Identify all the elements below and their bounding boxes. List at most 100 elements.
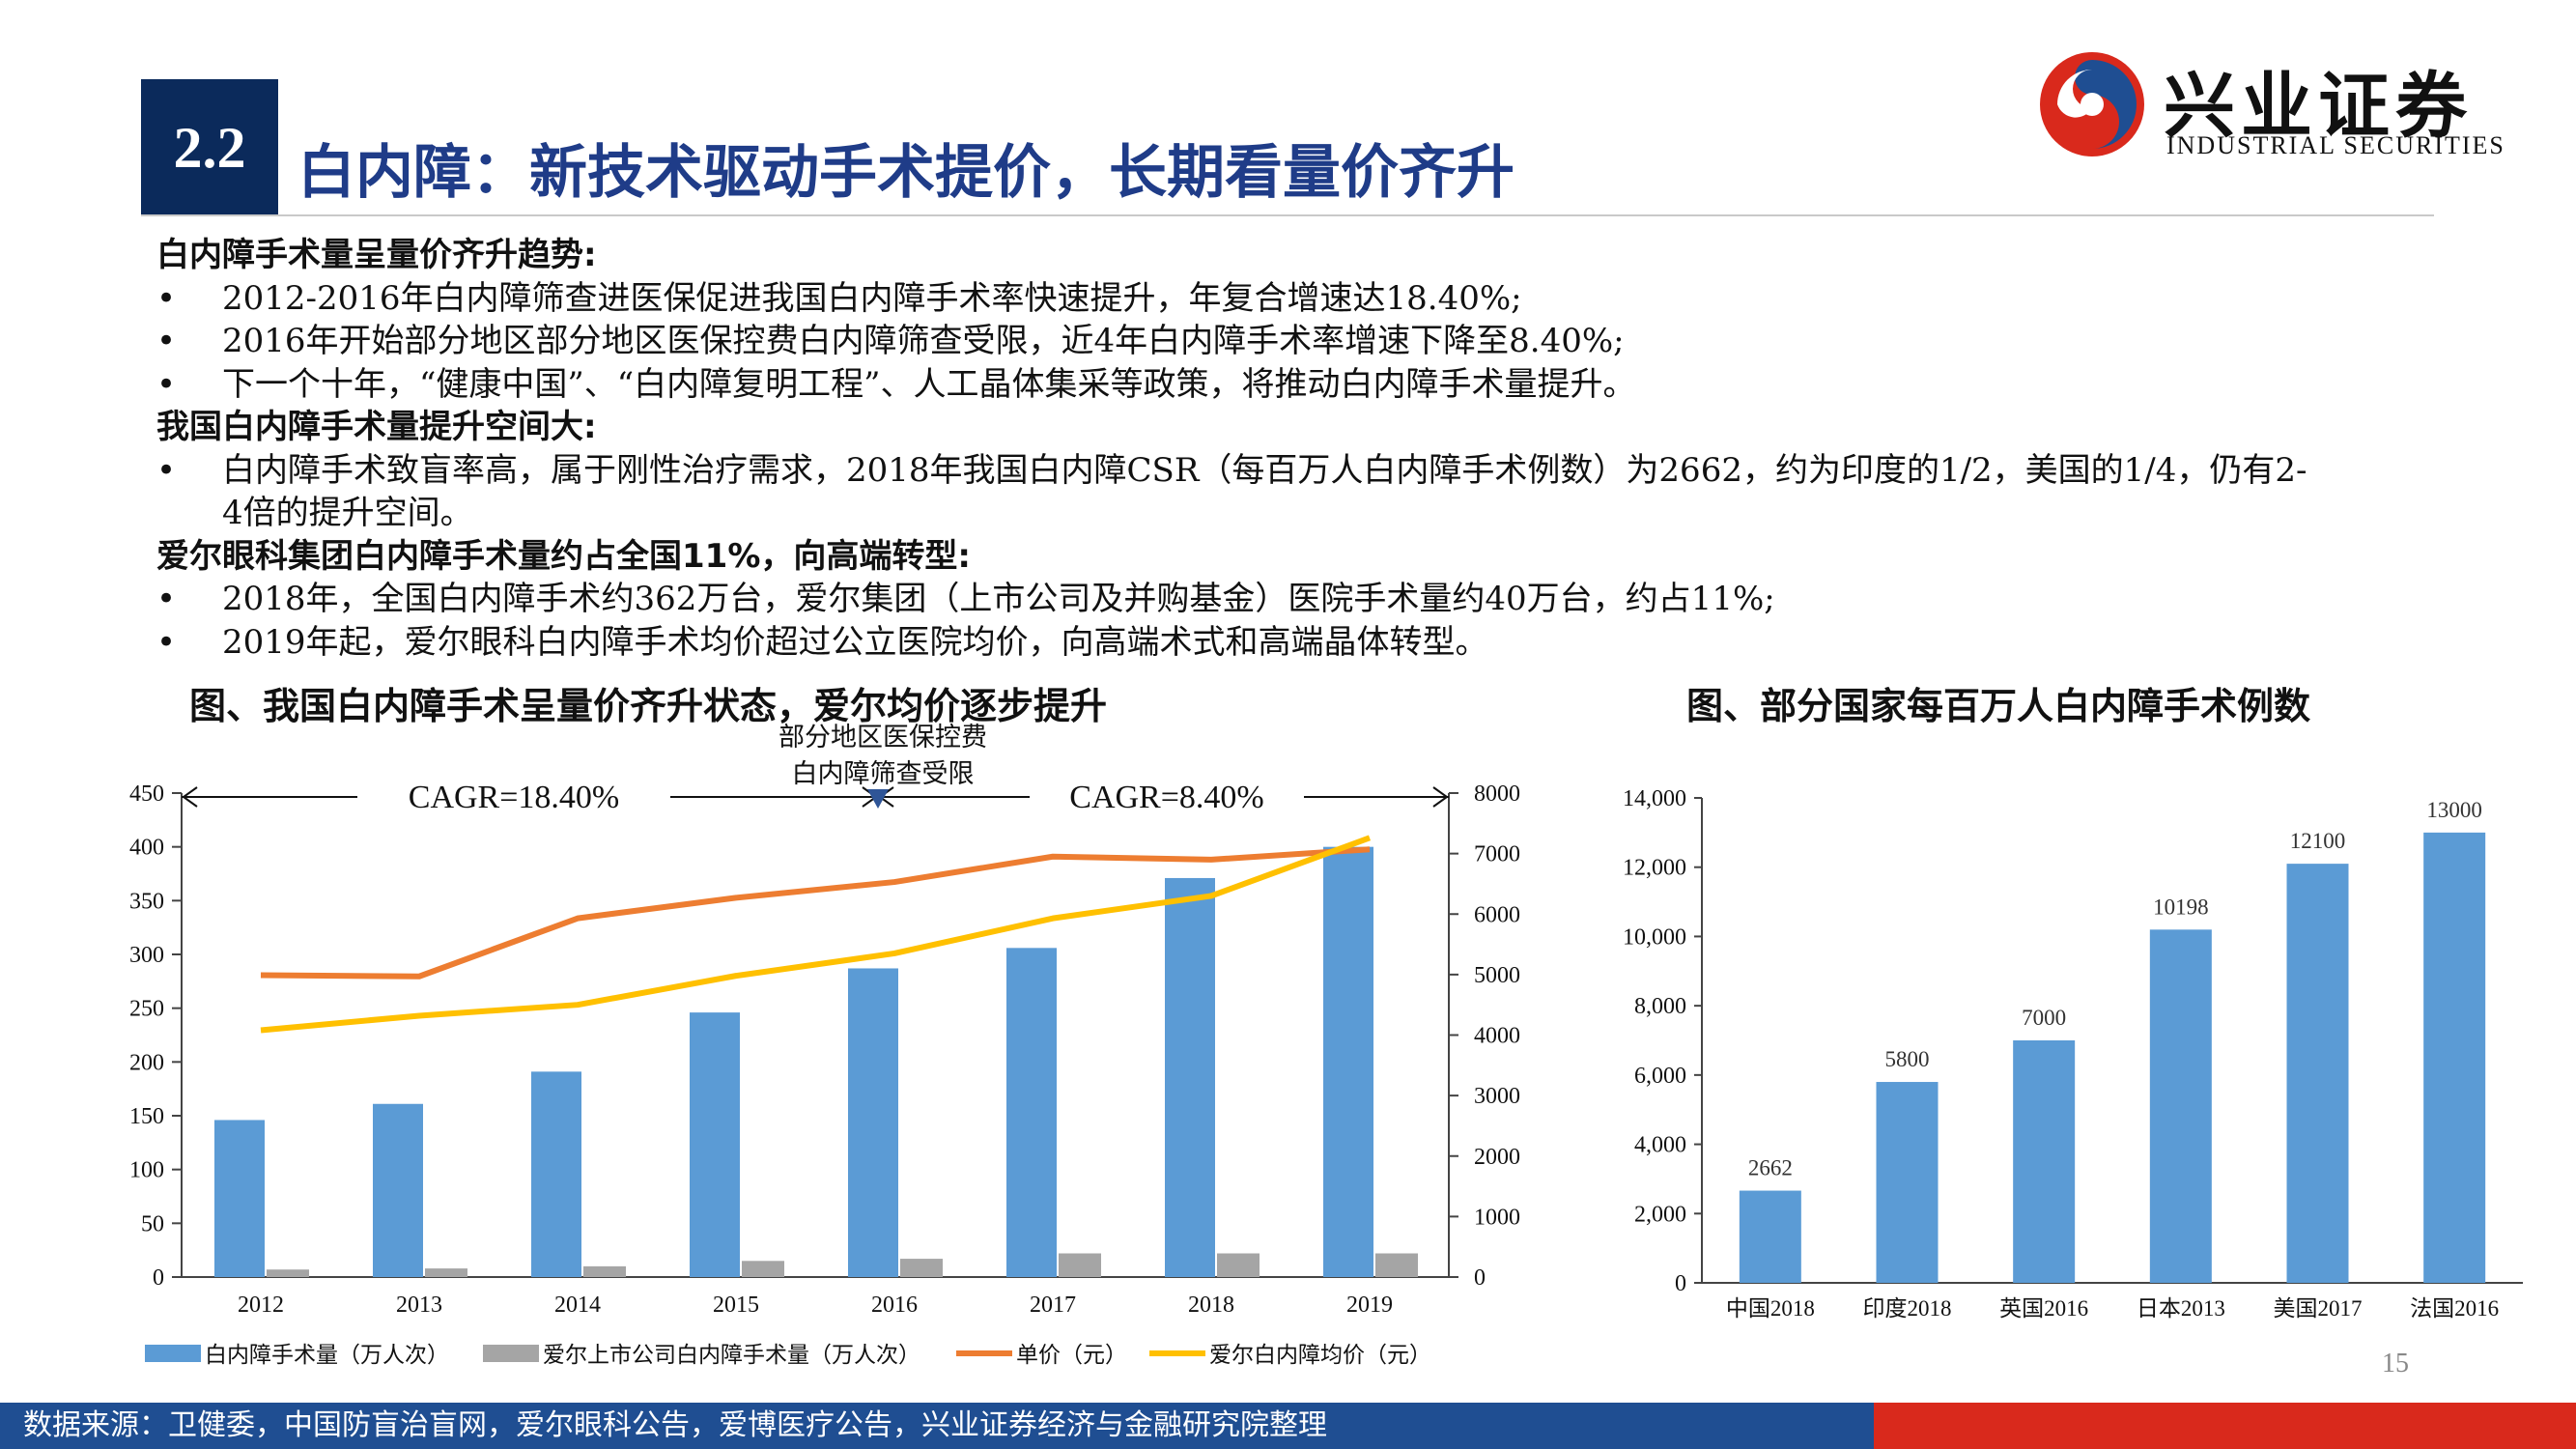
x-axis-tick-label: 2013 (396, 1293, 442, 1318)
bar-surgery-volume (531, 1071, 581, 1277)
marker-triangle-icon (867, 789, 889, 809)
y-axis-tick-label: 6,000 (1634, 1064, 1686, 1089)
left-axis-tick-label: 0 (153, 1265, 164, 1291)
policy-note-line1: 部分地区医保控费 (778, 723, 987, 752)
bar-aier-volume (742, 1261, 784, 1277)
bar-aier-volume (900, 1259, 943, 1277)
x-axis-tick-label: 法国2016 (2410, 1296, 2499, 1321)
bullet-item: 下一个十年，“健康中国”、“白内障复明工程”、人工晶体集采等政策，将推动白内障手… (156, 363, 2455, 407)
left-axis-tick-label: 250 (129, 997, 164, 1022)
x-axis-tick-label: 2012 (238, 1293, 284, 1318)
y-axis-tick-label: 10,000 (1623, 924, 1686, 950)
right-axis-tick-label: 1000 (1474, 1205, 1520, 1230)
y-axis-tick-label: 8,000 (1634, 994, 1686, 1019)
legend-unit-price-label: 单价（元） (1016, 1343, 1127, 1367)
data-label: 5800 (1885, 1047, 1930, 1071)
bar-surgery-volume (690, 1012, 740, 1277)
right-axis-tick-label: 7000 (1474, 842, 1520, 867)
x-axis-tick-label: 2015 (713, 1293, 759, 1318)
bar-surgery-volume (848, 968, 898, 1277)
arrowhead-icon (182, 786, 198, 808)
footer-accent-bar (1874, 1403, 2576, 1449)
cagr-left-label: CAGR=18.40% (409, 780, 619, 815)
bar-aier-volume (267, 1269, 309, 1277)
x-axis-tick-label: 中国2018 (1726, 1296, 1815, 1321)
right-axis-tick-label: 0 (1474, 1265, 1486, 1291)
bar-country-csr (2013, 1040, 2076, 1283)
line-aier-price (260, 835, 1372, 1034)
bar-country-csr (1876, 1082, 1939, 1283)
left-axis-tick-label: 450 (129, 781, 164, 807)
bar-aier-volume (1059, 1253, 1101, 1277)
heading-space: 我国白内障手术量提升空间大: (156, 408, 597, 446)
data-label: 12100 (2290, 829, 2346, 853)
x-axis-tick-label: 印度2018 (1863, 1296, 1952, 1321)
right-axis-tick-label: 6000 (1474, 902, 1520, 927)
cagr-right-label: CAGR=8.40% (1069, 780, 1263, 815)
bar-country-csr (2286, 864, 2349, 1283)
left-axis-tick-label: 300 (129, 943, 164, 968)
x-axis-tick-label: 2016 (871, 1293, 918, 1318)
chart2-title: 图、部分国家每百万人白内障手术例数 (1686, 685, 2311, 727)
bullet-item: 白内障手术致盲率高，属于刚性治疗需求，2018年我国白内障CSR（每百万人白内障… (156, 449, 2455, 535)
data-label: 10198 (2153, 895, 2209, 919)
legend-aier-volume-label: 爱尔上市公司白内障手术量（万人次） (543, 1343, 920, 1367)
left-axis-tick-label: 100 (129, 1158, 164, 1183)
logo-name-cn: 兴业证券 (2164, 65, 2473, 148)
bullet-item: 2016年开始部分地区部分地区医保控费白内障筛查受限，近4年白内障手术率增速下降… (156, 320, 2455, 363)
x-axis-tick-label: 2014 (554, 1293, 601, 1318)
left-axis-tick-label: 200 (129, 1050, 164, 1075)
logo-emblem-icon (2040, 52, 2144, 156)
country-bar-chart: 0 2,000 4,000 6,000 8,000 10,000 12,000 14,000 2… (1623, 786, 2523, 1321)
combo-chart: 0 50 100 150 200 250 300 350 400 450 0 1000 2000 3000… (129, 723, 1520, 1367)
x-axis-tick-label: 美国2017 (2274, 1296, 2363, 1321)
left-axis-tick-label: 50 (141, 1211, 164, 1236)
source-note: 数据来源：卫健委，中国防盲治盲网，爱尔眼科公告，爱博医疗公告，兴业证券经济与金融… (0, 1403, 1874, 1449)
bullet-item: 2018年，全国白内障手术约362万台，爱尔集团（上市公司及并购基金）医院手术量… (156, 578, 2455, 621)
bar-surgery-volume (214, 1120, 265, 1277)
legend-aier-volume-swatch (483, 1345, 539, 1362)
left-axis-tick-label: 400 (129, 836, 164, 861)
x-axis-tick-label: 2017 (1030, 1293, 1076, 1318)
arrowhead-icon (1432, 786, 1449, 808)
y-axis-tick-label: 0 (1675, 1271, 1686, 1296)
y-axis-tick-label: 12,000 (1623, 856, 1686, 881)
section-badge: 2.2 (141, 79, 278, 216)
brand-logo: 兴业证券 INDUSTRIAL SECURITIES (2036, 46, 2538, 162)
y-axis-tick-label: 2,000 (1634, 1202, 1686, 1227)
left-axis-tick-label: 350 (129, 889, 164, 914)
legend-aier-price-label: 爱尔白内障均价（元） (1209, 1343, 1431, 1367)
bar-surgery-volume (1165, 877, 1215, 1277)
bar-surgery-volume (373, 1103, 423, 1277)
title-divider (141, 214, 2434, 216)
chart1-title: 图、我国白内障手术呈量价齐升状态，爱尔均价逐步提升 (189, 685, 1108, 727)
heading-trend: 白内障手术量呈量价齐升趋势: (156, 236, 597, 274)
bar-country-csr (2423, 832, 2486, 1283)
right-axis-tick-label: 8000 (1474, 781, 1520, 807)
bar-country-csr (2149, 929, 2212, 1283)
right-axis-tick-label: 4000 (1474, 1024, 1520, 1049)
heading-aier: 爱尔眼科集团白内障手术量约占全国11%，向高端转型: (156, 536, 971, 576)
page-number: 15 (2382, 1349, 2409, 1378)
line-unit-price (260, 846, 1371, 980)
data-label: 2662 (1748, 1156, 1793, 1180)
x-axis-tick-label: 2018 (1188, 1293, 1234, 1318)
right-axis-tick-label: 5000 (1474, 963, 1520, 988)
bar-aier-volume (1375, 1253, 1418, 1277)
bullet-item: 2012-2016年白内障筛查进医保促进我国白内障手术率快速提升，年复合增速达1… (156, 277, 2455, 321)
bar-surgery-volume (1323, 846, 1373, 1277)
summary-text: 白内障手术量呈量价齐升趋势: 2012-2016年白内障筛查进医保促进我国白内障… (156, 234, 2455, 664)
y-axis-tick-label: 14,000 (1623, 786, 1686, 811)
x-axis-tick-label: 日本2013 (2137, 1296, 2225, 1321)
right-axis-tick-label: 2000 (1474, 1145, 1520, 1170)
logo-name-en: INDUSTRIAL SECURITIES (2166, 131, 2505, 159)
data-label: 13000 (2426, 798, 2482, 822)
left-axis-tick-label: 150 (129, 1104, 164, 1129)
legend-surgery-volume-swatch (145, 1345, 201, 1362)
legend-surgery-volume-label: 白内障手术量（万人次） (205, 1343, 449, 1367)
bar-aier-volume (583, 1265, 626, 1277)
x-axis-tick-label: 英国2016 (1999, 1296, 2088, 1321)
bar-aier-volume (1217, 1253, 1260, 1277)
right-axis-tick-label: 3000 (1474, 1084, 1520, 1109)
bar-surgery-volume (1006, 948, 1057, 1277)
